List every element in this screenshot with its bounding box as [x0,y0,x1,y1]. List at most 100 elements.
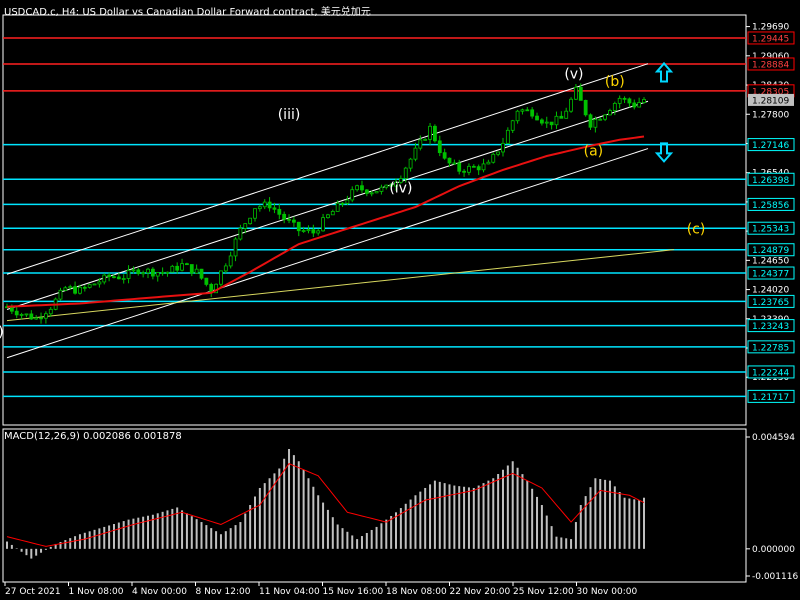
channel-upper-line [6,63,649,275]
candle-body-8 [44,313,48,319]
candle-body-129 [632,102,637,108]
moving-average [6,135,645,308]
current-price-tag-box [748,93,794,106]
candle-body-67 [330,211,335,216]
candle-body-85 [418,139,423,149]
candle-body-75 [369,192,374,195]
candle-body-124 [608,110,612,116]
candle-body-38 [189,264,194,274]
price-tick-label-9: 1.24020 [752,286,789,296]
macd-tick-label-0: 0.004594 [752,433,795,443]
level-tag-label-10: 1.23243 [752,322,789,332]
candle-body-18 [92,283,97,286]
candle-body-49 [243,223,248,229]
candle-body-29 [146,268,150,274]
candle-body-113 [554,115,559,126]
time-tick-label-6: 18 Nov 08:00 [386,587,447,597]
level-tag-label-3: 1.27146 [752,141,789,151]
candle-body-28 [141,272,146,275]
candle-body-39 [194,268,199,274]
candle-body-125 [612,102,617,111]
candle-body-51 [253,208,257,219]
candle-body-101 [496,151,501,155]
current-price-tag-label: 1.28109 [752,96,789,106]
candle-body-57 [282,213,287,220]
candle-body-114 [559,115,564,119]
down-arrow-icon [654,142,674,163]
level-tag-label-1: 1.28884 [752,60,789,70]
candle-body-109 [535,115,539,121]
price-candles [5,83,646,324]
price-tick-label-1: 1.29060 [752,52,789,62]
candle-body-123 [603,114,607,120]
candle-body-37 [185,263,189,266]
candle-body-45 [223,265,228,272]
level-tag-label-8: 1.24377 [752,270,789,280]
wave-label-5: (c) [687,222,706,238]
time-tick-label-3: 8 Nov 12:00 [196,587,251,597]
candle-body-99 [486,161,491,165]
candle-body-60 [296,221,301,232]
wave-label-6: ) [0,325,4,341]
price-tick-label-8: 1.24650 [752,256,789,266]
level-tag-box-1 [747,57,795,71]
candle-body-66 [326,214,330,219]
level-tag-label-9: 1.23765 [752,298,789,308]
horizontal-levels [3,37,746,398]
candle-body-3 [19,314,24,316]
time-axis: 27 Oct 2021 1 Nov 08:00 4 Nov 00:00 8 Nov 1… [4,582,637,597]
time-tick-label-2: 4 Nov 00:00 [132,587,187,597]
candle-body-6 [34,317,39,320]
candle-body-83 [408,158,413,169]
level-tag-box-11 [747,340,795,354]
candle-body-4 [24,313,29,316]
candle-body-86 [423,138,428,141]
candle-body-130 [637,102,642,108]
candle-body-91 [447,157,452,164]
level-tag-box-0 [747,31,795,45]
candle-body-84 [413,147,418,160]
candle-body-71 [350,189,355,201]
macd-tick-label-1: 0.000000 [752,545,795,555]
candle-body-33 [165,271,170,274]
candle-body-7 [39,317,43,320]
time-tick-label-7: 22 Nov 20:00 [450,587,511,597]
candle-body-52 [257,206,262,210]
candle-body-12 [63,287,68,291]
candle-body-108 [530,109,535,117]
candle-body-112 [549,121,554,126]
candle-body-93 [457,162,462,172]
candle-body-50 [248,217,253,225]
time-tick-label-1: 1 Nov 08:00 [69,587,124,597]
candle-body-23 [116,276,121,280]
level-tag-box-3 [747,138,795,152]
candle-body-30 [150,268,155,277]
candle-body-87 [428,125,432,140]
candle-body-105 [515,110,520,122]
level-tag-box-8 [747,266,795,280]
candle-body-58 [287,218,291,221]
candle-body-89 [437,140,442,154]
candle-body-96 [471,165,476,168]
macd-signal-line [6,463,645,547]
level-tag-box-6 [747,221,795,235]
candle-body-80 [394,181,398,187]
candle-body-118 [578,86,583,101]
level-tag-box-13 [747,389,795,403]
candle-body-55 [272,207,277,210]
price-tick-label-3: 1.27800 [752,110,789,120]
candle-body-68 [335,202,340,212]
candle-body-102 [501,142,505,153]
candle-body-77 [379,186,384,192]
level-tag-label-6: 1.25343 [752,225,789,235]
candle-body-79 [389,184,394,187]
candle-body-9 [48,308,53,315]
level-tag-label-4: 1.26398 [752,176,789,186]
candle-body-73 [360,185,364,191]
wave-label-2: (v) [564,66,583,82]
candle-body-97 [476,166,481,171]
macd-tick-label-2: -0.001116 [752,572,798,582]
candle-body-127 [622,97,627,100]
candle-body-120 [588,114,593,128]
